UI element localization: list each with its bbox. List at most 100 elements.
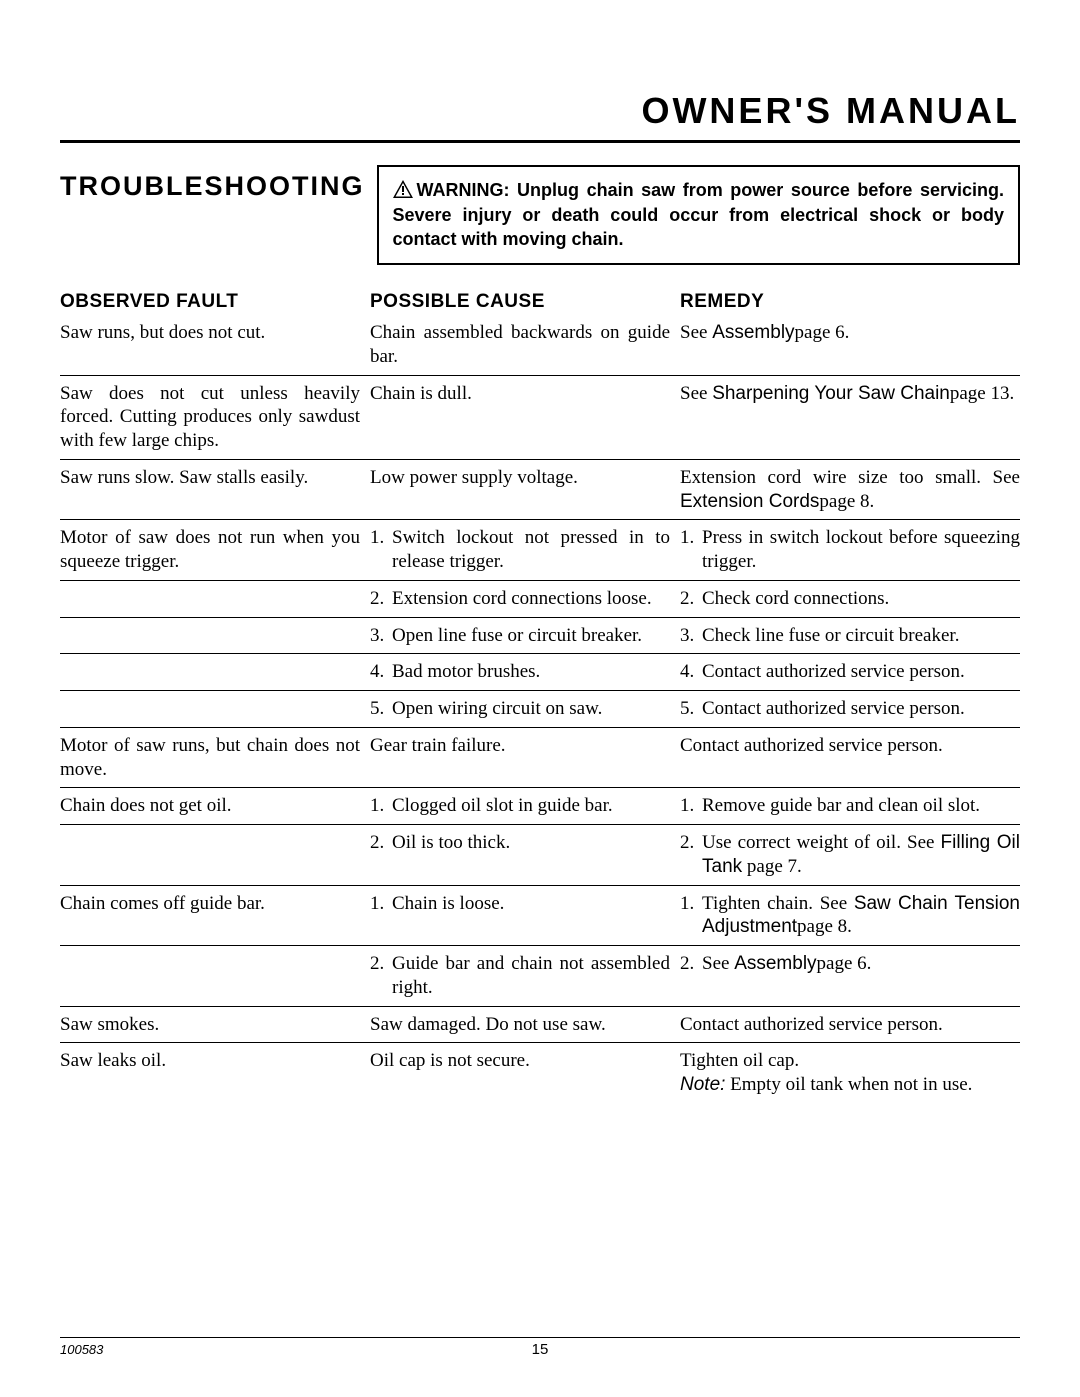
section-row: TROUBLESHOOTING WARNING: Unplug chain sa…: [60, 165, 1020, 265]
list-number: 2.: [370, 952, 392, 1000]
fault-cell: Chain comes off guide bar.: [60, 892, 370, 940]
cause-cell: 5.Open wiring circuit on saw.: [370, 697, 680, 721]
table-row: Saw runs, but does not cut. Chain assemb…: [60, 315, 1020, 376]
note-label: Note:: [680, 1074, 725, 1095]
remedy-text: See: [702, 953, 734, 974]
cause-cell: 2.Oil is too thick.: [370, 831, 680, 879]
table-row: Saw does not cut unless heavily forced. …: [60, 376, 1020, 460]
cause-text: Chain is loose.: [392, 892, 670, 916]
table-row: 3.Open line fuse or circuit breaker. 3.C…: [60, 618, 1020, 655]
table-row: 5.Open wiring circuit on saw. 5.Contact …: [60, 691, 1020, 728]
cause-cell: 2.Extension cord connections loose.: [370, 587, 680, 611]
cause-cell: Saw damaged. Do not use saw.: [370, 1013, 680, 1037]
remedy-cell: 1.Press in switch lockout before squeezi…: [680, 526, 1020, 574]
cause-cell: Chain assembled backwards on guide bar.: [370, 321, 680, 369]
page-title: OWNER'S MANUAL: [60, 90, 1020, 143]
table-row: 2.Oil is too thick. 2.Use correct weight…: [60, 825, 1020, 886]
remedy-text: See: [680, 383, 712, 404]
list-number: 4.: [680, 660, 702, 684]
remedy-cell: 3.Check line fuse or circuit breaker.: [680, 624, 1020, 648]
remedy-cell: 1.Remove guide bar and clean oil slot.: [680, 794, 1020, 818]
list-number: 2.: [370, 587, 392, 611]
warning-box: WARNING: Unplug chain saw from power sou…: [377, 165, 1021, 265]
remedy-text: Tighten chain. See: [702, 893, 854, 914]
fault-cell: Motor of saw does not run when you squee…: [60, 526, 370, 574]
cause-cell: 1.Switch lockout not pressed in to relea…: [370, 526, 680, 574]
page-number: 15: [532, 1341, 549, 1358]
cause-cell: 3.Open line fuse or circuit breaker.: [370, 624, 680, 648]
list-number: 1.: [370, 892, 392, 916]
cause-text: Extension cord connections loose.: [392, 587, 670, 611]
table-row: Motor of saw does not run when you squee…: [60, 520, 1020, 581]
cause-cell: Low power supply voltage.: [370, 466, 680, 514]
fault-cell: [60, 587, 370, 611]
fault-cell: [60, 952, 370, 1000]
fault-cell: [60, 660, 370, 684]
fault-cell: [60, 697, 370, 721]
list-number: 1.: [680, 526, 702, 574]
remedy-cell: 2.Check cord connections.: [680, 587, 1020, 611]
remedy-cell: Contact authorized service person.: [680, 1013, 1020, 1037]
remedy-text: See: [680, 322, 712, 343]
cause-text: Switch lockout not pressed in to release…: [392, 526, 670, 574]
fault-cell: [60, 831, 370, 879]
section-heading: TROUBLESHOOTING: [60, 165, 365, 202]
remedy-ref: Sharpening Your Saw Chain: [712, 383, 950, 404]
cause-cell: Gear train failure.: [370, 734, 680, 782]
remedy-text: Check cord connections.: [702, 587, 1020, 611]
remedy-text: Use correct weight of oil. See Filling O…: [702, 831, 1020, 879]
remedy-text: Tighten oil cap.: [680, 1050, 799, 1071]
cause-text: Oil is too thick.: [392, 831, 670, 855]
remedy-text: page 8.: [797, 916, 852, 937]
fault-cell: Saw runs slow. Saw stalls easily.: [60, 466, 370, 514]
list-number: 3.: [680, 624, 702, 648]
remedy-text: Remove guide bar and clean oil slot.: [702, 794, 1020, 818]
fault-cell: Saw leaks oil.: [60, 1049, 370, 1097]
remedy-text: Contact authorized service person.: [702, 660, 1020, 684]
remedy-cell: Contact authorized service person.: [680, 734, 1020, 782]
remedy-cell: Extension cord wire size too small. See …: [680, 466, 1020, 514]
list-number: 2.: [370, 831, 392, 855]
note-text: Empty oil tank when not in use.: [725, 1074, 972, 1095]
col-header-fault: OBSERVED FAULT: [60, 291, 370, 313]
fault-cell: Saw smokes.: [60, 1013, 370, 1037]
warning-icon: [393, 180, 413, 204]
remedy-text: Extension cord wire size too small. See: [680, 467, 1020, 488]
table-row: Motor of saw runs, but chain does not mo…: [60, 728, 1020, 789]
list-number: 2.: [680, 952, 702, 976]
remedy-text: page 6.: [795, 322, 850, 343]
remedy-cell: 5.Contact authorized service person.: [680, 697, 1020, 721]
table-row: Saw smokes. Saw damaged. Do not use saw.…: [60, 1007, 1020, 1044]
cause-text: Open wiring circuit on saw.: [392, 697, 670, 721]
fault-cell: [60, 624, 370, 648]
doc-id: 100583: [60, 1342, 103, 1357]
cause-text: Open line fuse or circuit breaker.: [392, 624, 670, 648]
remedy-cell: Tighten oil cap. Note: Empty oil tank wh…: [680, 1049, 1020, 1097]
fault-cell: Motor of saw runs, but chain does not mo…: [60, 734, 370, 782]
list-number: 4.: [370, 660, 392, 684]
remedy-text: page 7.: [742, 856, 802, 877]
remedy-text: Check line fuse or circuit breaker.: [702, 624, 1020, 648]
page: OWNER'S MANUAL TROUBLESHOOTING WARNING: …: [0, 0, 1080, 1397]
table-row: 2.Guide bar and chain not assembled righ…: [60, 946, 1020, 1007]
page-footer: 100583 15: [60, 1337, 1020, 1357]
remedy-cell: 1.Tighten chain. See Saw Chain Tension A…: [680, 892, 1020, 940]
fault-cell: Chain does not get oil.: [60, 794, 370, 818]
table-row: Saw runs slow. Saw stalls easily. Low po…: [60, 460, 1020, 521]
cause-cell: 2.Guide bar and chain not assembled righ…: [370, 952, 680, 1000]
cause-cell: 4.Bad motor brushes.: [370, 660, 680, 684]
remedy-text: Tighten chain. See Saw Chain Tension Adj…: [702, 892, 1020, 940]
fault-cell: Saw does not cut unless heavily forced. …: [60, 382, 370, 453]
cause-cell: 1.Chain is loose.: [370, 892, 680, 940]
remedy-ref: Extension Cords: [680, 491, 819, 512]
remedy-cell: 4.Contact authorized service person.: [680, 660, 1020, 684]
remedy-cell: 2.Use correct weight of oil. See Filling…: [680, 831, 1020, 879]
list-number: 2.: [680, 831, 702, 879]
remedy-text: Contact authorized service person.: [702, 697, 1020, 721]
table-header-row: OBSERVED FAULT POSSIBLE CAUSE REMEDY: [60, 285, 1020, 315]
list-number: 5.: [370, 697, 392, 721]
list-number: 2.: [680, 587, 702, 611]
remedy-text: page 8.: [819, 491, 874, 512]
remedy-text: page 6.: [817, 953, 872, 974]
warning-label: WARNING:: [417, 180, 510, 200]
